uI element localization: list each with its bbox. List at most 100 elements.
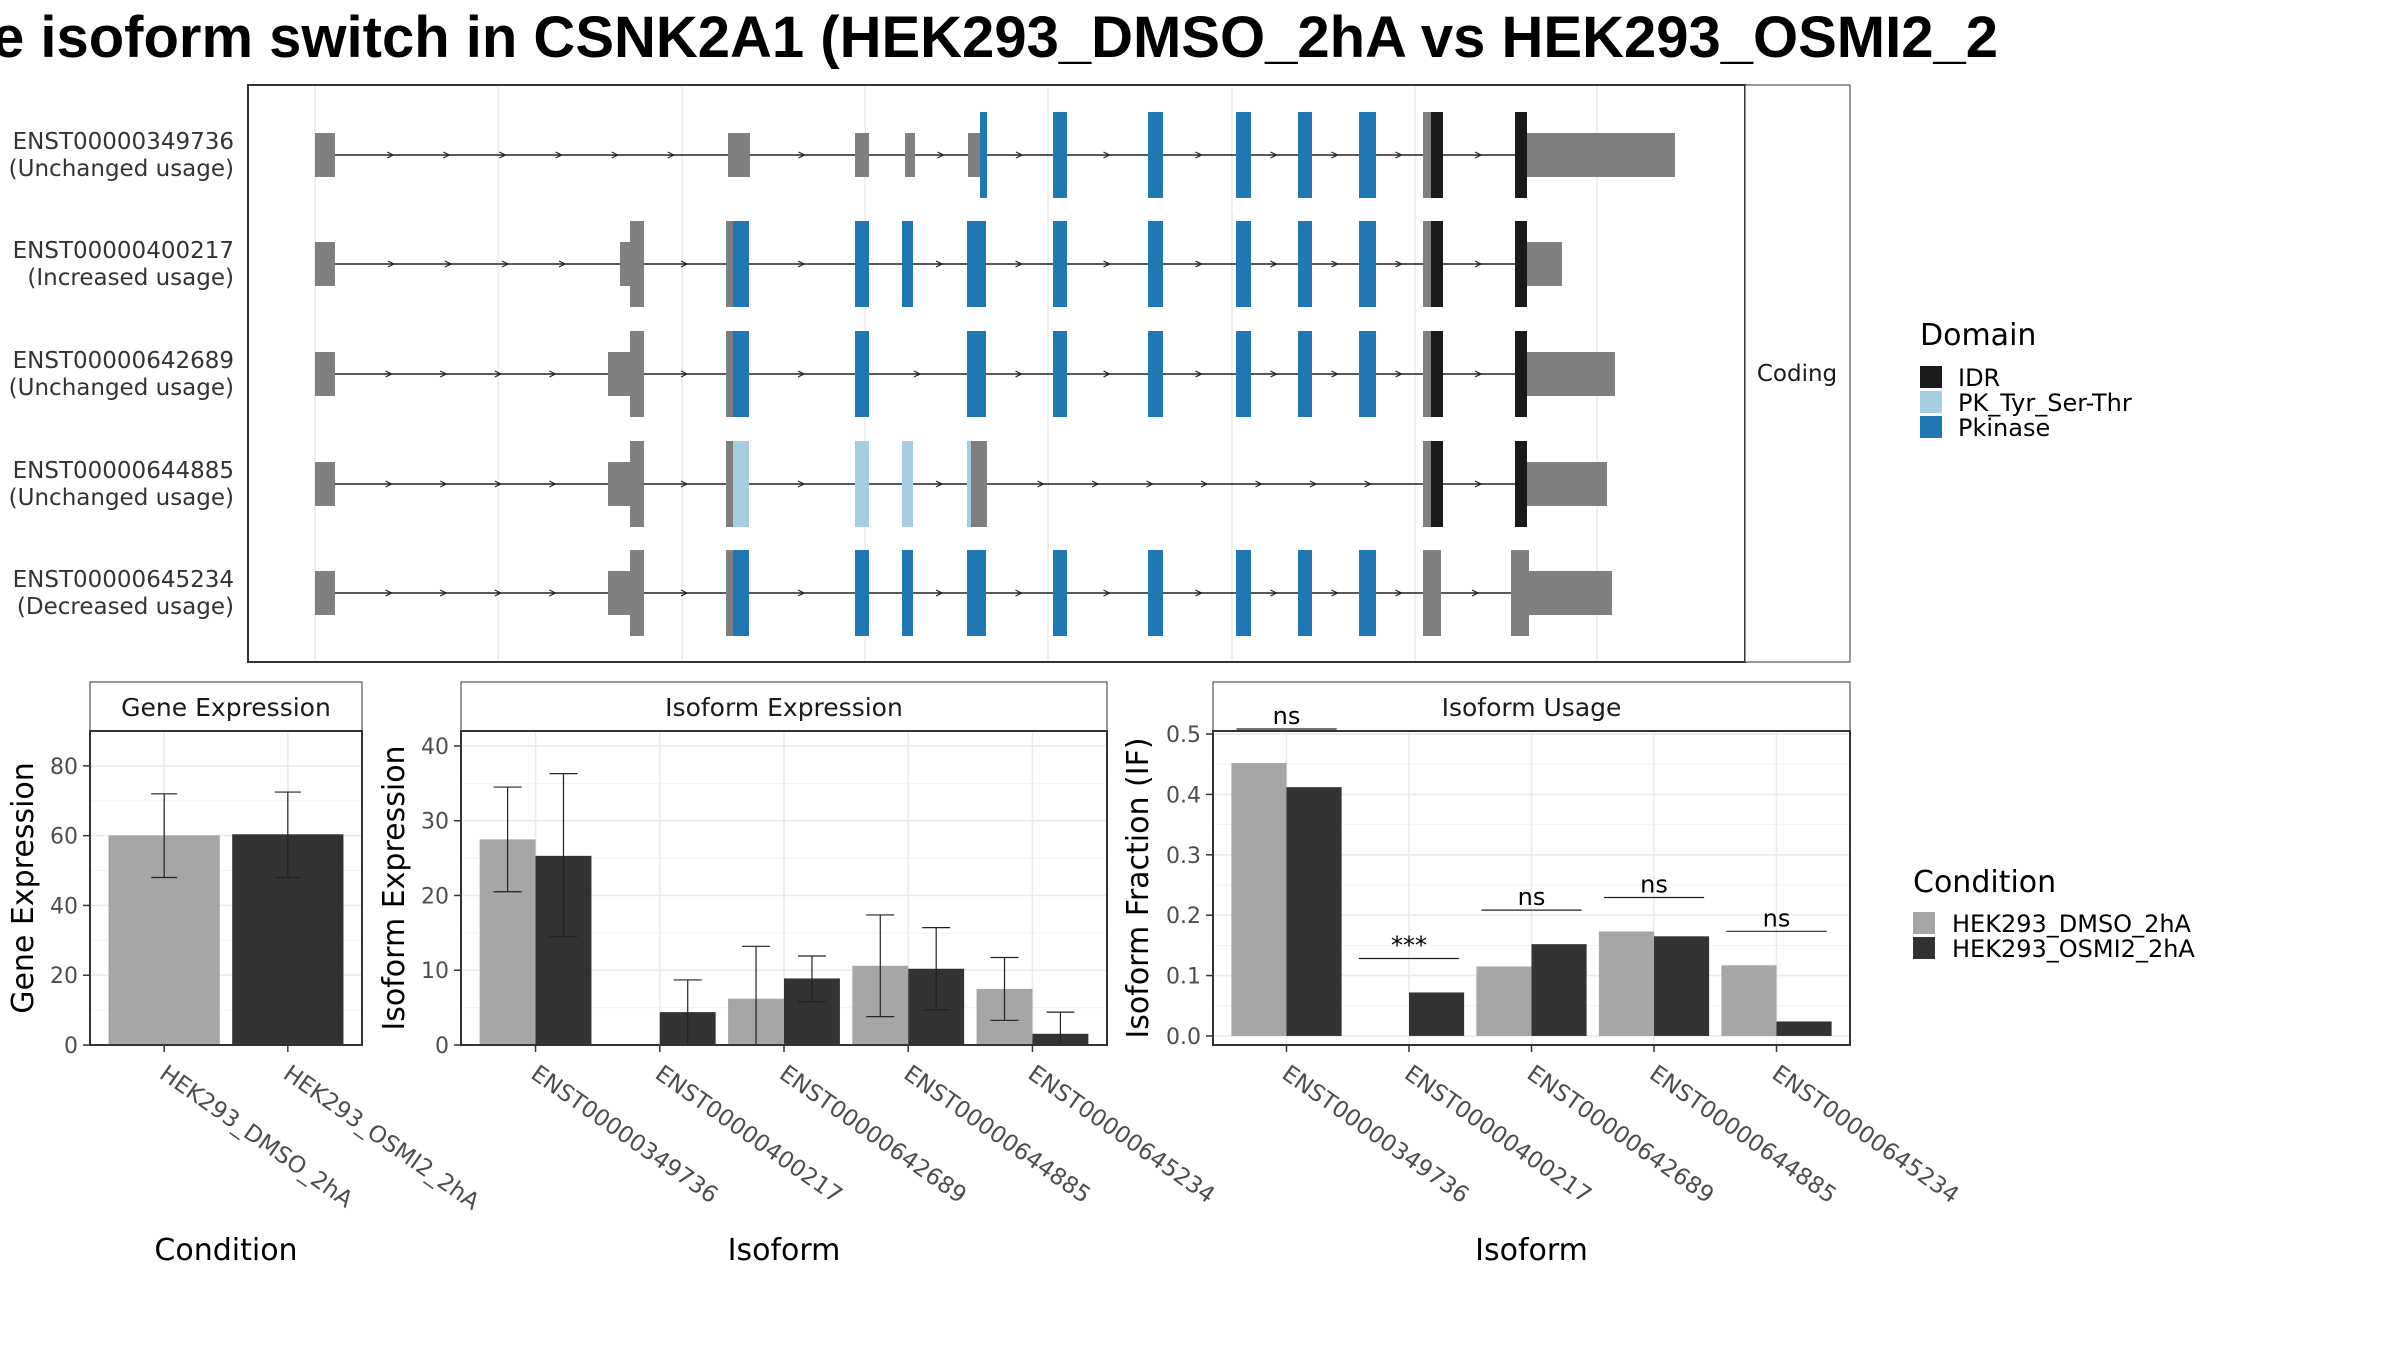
transcript-track-ENST00000400217 (315, 221, 1562, 307)
bar-osmi2 (1409, 992, 1465, 1036)
intron-arrow (549, 589, 557, 597)
intron-arrow (1395, 151, 1403, 159)
utr-exon (630, 550, 644, 636)
intron-arrow (1103, 260, 1111, 268)
intron-arrow (1270, 151, 1278, 159)
isoform-expression-chart: Isoform Expression 0 10 20 30 40 Isoform Expre… (377, 681, 1219, 1268)
coding-exon (1423, 441, 1431, 527)
intron-arrow (913, 370, 922, 378)
transcript-label: ENST00000349736(Unchanged usage) (9, 129, 234, 182)
utr-exon (1527, 242, 1562, 286)
pkinase-exon (1236, 550, 1251, 636)
intron-arrow (1270, 370, 1278, 378)
x-tick-label: HEK293_OSMI2_2hA (278, 1061, 484, 1216)
intron-arrow (549, 480, 557, 488)
y-tick-label: 0 (64, 1034, 78, 1059)
bar-osmi2 (1531, 944, 1587, 1036)
pkinase-exon (733, 331, 749, 417)
x-axis-title: Condition (154, 1233, 297, 1268)
y-axis-title: Isoform Fraction (IF) (1121, 737, 1156, 1038)
intron-arrow (1270, 589, 1278, 597)
intron-arrow (1200, 480, 1209, 488)
pkinase-exon (1236, 112, 1251, 198)
transcript-usage-label: (Unchanged usage) (9, 485, 234, 511)
idr-exon (1431, 221, 1443, 307)
intron-arrow (501, 260, 510, 268)
pkinase-exon (967, 221, 986, 307)
intron-arrow (680, 589, 689, 597)
coding-exon (1511, 550, 1529, 636)
chart-title: Isoform Usage (1442, 693, 1622, 722)
y-tick-label: 0.5 (1166, 723, 1201, 748)
domain-legend-label: PK_Tyr_Ser-Thr (1958, 389, 2132, 417)
intron-arrow (1474, 480, 1483, 488)
transcript-usage-label: (Decreased usage) (17, 594, 234, 620)
y-tick-label: 0 (435, 1034, 449, 1059)
chart-title-strip (460, 681, 1108, 732)
y-tick-label: 0.2 (1166, 904, 1201, 929)
chart-title-strip (89, 681, 363, 732)
bar-dmso (1231, 763, 1287, 1036)
intron-arrow (549, 370, 557, 378)
bar-osmi2 (1286, 787, 1342, 1036)
facet-strip (1744, 84, 1851, 663)
utr-exon (608, 462, 630, 506)
intron-arrow (387, 260, 396, 268)
transcript-label: ENST00000400217(Increased usage) (13, 238, 234, 291)
intron-arrow (797, 370, 806, 378)
y-tick-label: 0.4 (1166, 783, 1201, 808)
domain-legend-key (1920, 366, 1942, 388)
pkinase-exon (1053, 112, 1067, 198)
transcript-track-ENST00000642689 (315, 331, 1615, 417)
transcript-usage-label: (Unchanged usage) (9, 156, 234, 182)
idr-exon (1431, 331, 1443, 417)
intron-arrow (1103, 370, 1111, 378)
pk-tyr-exon (855, 441, 869, 527)
pkinase-exon (855, 221, 869, 307)
idr-exon (1515, 331, 1527, 417)
intron-arrow (443, 151, 451, 159)
domain-legend-key (1920, 391, 1942, 413)
transcript-label: ENST00000645234(Decreased usage) (13, 567, 234, 620)
intron-arrow (680, 370, 689, 378)
condition-legend-key (1913, 912, 1935, 934)
pkinase-exon (1359, 112, 1376, 198)
significance-label: ns (1273, 702, 1301, 730)
y-tick-label: 80 (50, 755, 78, 780)
utr-exon (608, 571, 630, 615)
transcript-id-label: ENST00000400217 (13, 238, 234, 264)
intron-arrow (680, 480, 689, 488)
condition-legend-label: HEK293_DMSO_2hA (1952, 910, 2192, 938)
x-axis-title: Isoform (728, 1233, 841, 1268)
pkinase-exon (1053, 550, 1067, 636)
transcript-id-label: ENST00000645234 (13, 567, 234, 593)
utr-exon (905, 133, 915, 177)
intron-arrow (1015, 589, 1023, 597)
intron-arrow (1015, 370, 1023, 378)
y-axis-title: Isoform Expression (377, 745, 412, 1030)
coding-exon (726, 550, 733, 636)
idr-exon (1431, 441, 1443, 527)
pkinase-exon (1359, 221, 1376, 307)
coding-exon (726, 331, 733, 417)
pkinase-exon (1298, 550, 1312, 636)
significance-label: *** (1391, 931, 1427, 959)
coding-exon (726, 221, 733, 307)
pkinase-exon (855, 550, 869, 636)
intron-arrow (1015, 260, 1023, 268)
idr-exon (1515, 112, 1527, 198)
chart-title: Gene Expression (121, 693, 331, 722)
intron-arrow (1331, 151, 1339, 159)
pkinase-exon (1298, 331, 1312, 417)
intron-arrow (1395, 589, 1403, 597)
utr-exon (1527, 571, 1612, 615)
intron-arrow (1331, 370, 1339, 378)
utr-exon (1527, 462, 1607, 506)
utr-exon (315, 242, 335, 286)
transcript-label: ENST00000642689(Unchanged usage) (9, 348, 234, 401)
intron-arrow (935, 260, 944, 268)
intron-arrow (1195, 370, 1203, 378)
coding-exon (1423, 550, 1441, 636)
